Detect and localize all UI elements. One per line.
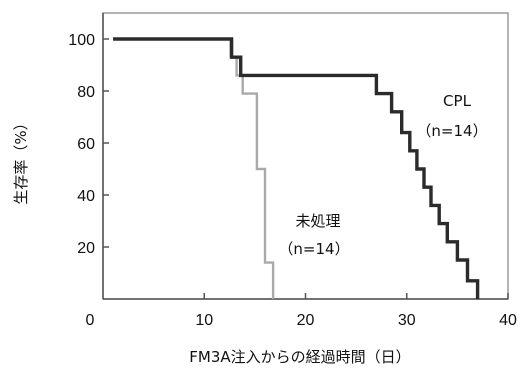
y-tick-label: 60	[77, 136, 95, 153]
y-axis-title: 生存率（%）	[12, 115, 30, 204]
series-n-cpl: （n=14）	[416, 122, 487, 140]
y-tick-label: 20	[77, 240, 95, 257]
series-label-cpl: CPL	[443, 92, 472, 110]
x-tick-label: 10	[195, 312, 213, 329]
x-axis-ticks: 0 10 20 30 40	[86, 293, 517, 329]
x-tick-label: 40	[499, 312, 517, 329]
series-label-untreated: 未処理	[295, 212, 340, 230]
y-tick-label: 100	[68, 32, 95, 49]
x-axis-title: FM3A注入からの経過時間（日）	[189, 348, 410, 366]
series-line-untreated	[113, 37, 275, 299]
x-tick-label: 30	[398, 312, 416, 329]
x-tick-label: 20	[297, 312, 315, 329]
series-n-untreated: （n=14）	[278, 240, 349, 258]
x-tick-label: 0	[86, 312, 95, 329]
y-axis-ticks: 20 40 60 80 100	[68, 32, 109, 257]
y-tick-label: 40	[77, 188, 95, 205]
series-layer	[113, 37, 480, 299]
y-tick-label: 80	[77, 84, 95, 101]
series-line-cpl	[113, 37, 480, 299]
